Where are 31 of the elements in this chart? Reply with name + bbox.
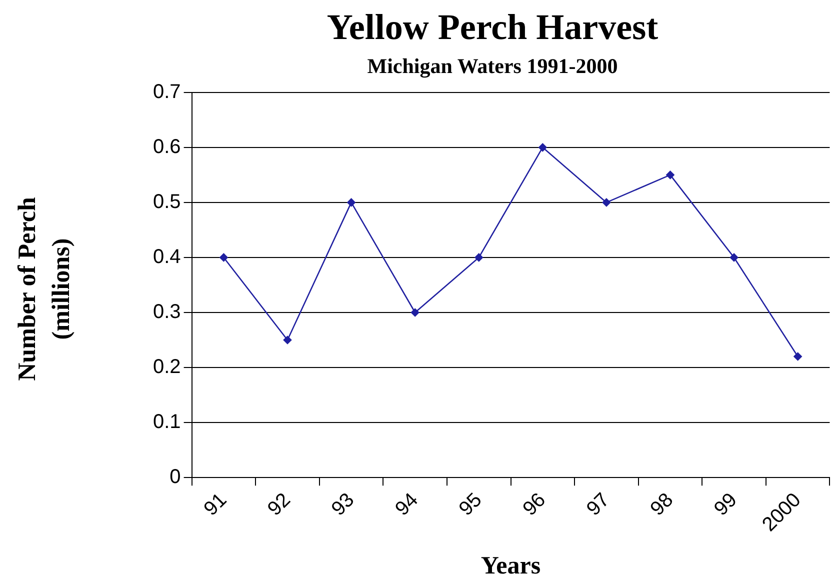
x-axis-title: Years: [480, 552, 541, 580]
point: [666, 170, 674, 180]
x-tick-label: 99: [710, 488, 742, 520]
x-tick-label: 92: [264, 488, 295, 520]
point: [794, 352, 802, 361]
chart-title: Yellow Perch Harvest: [326, 6, 658, 47]
y-axis-title: Number of Perch (millions): [13, 196, 76, 383]
y-tick-label: 0.2: [152, 356, 181, 378]
point: [410, 308, 420, 317]
point: [283, 336, 292, 344]
point: [474, 253, 484, 262]
point: [220, 253, 228, 262]
point: [347, 198, 356, 207]
y-tick-label: 0: [170, 466, 181, 488]
y-tick-label: 0.7: [152, 80, 181, 103]
x-tick-label: 96: [518, 488, 550, 520]
y-tick-label: 0.3: [152, 301, 181, 324]
point: [730, 253, 738, 262]
x-tick-label: 93: [327, 488, 359, 520]
point: [602, 198, 611, 207]
point: [538, 143, 547, 152]
x-tick-label: 94: [391, 488, 422, 520]
x-tick-label: 91: [200, 488, 232, 520]
y-tick-label: 0.5: [152, 190, 181, 213]
x-tick-label: 95: [455, 488, 486, 520]
x-tick-label: 97: [582, 488, 614, 520]
y-tick-label: 0.4: [152, 246, 181, 268]
x-tick-label: 98: [646, 488, 678, 520]
y-tick-label: 0.1: [152, 411, 181, 434]
y-tick-label: 0.6: [152, 136, 181, 158]
chart-subtitle: Michigan Waters 1991-2000: [367, 54, 618, 78]
